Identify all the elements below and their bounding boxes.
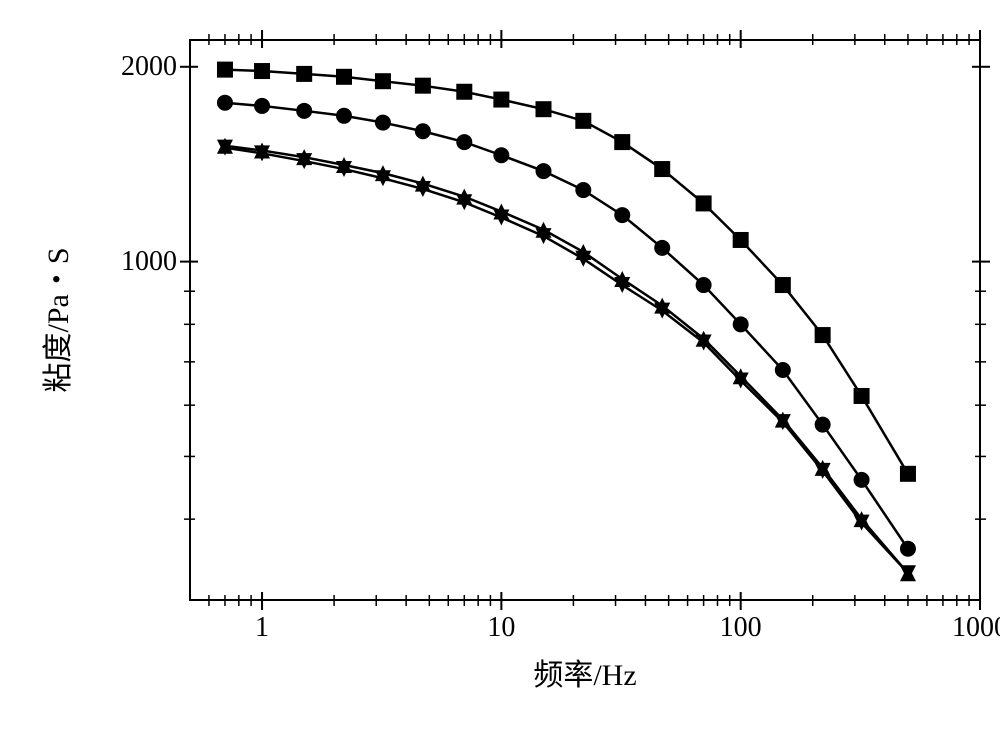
series-invtriangles xyxy=(217,140,916,582)
y-tick-label: 2000 xyxy=(112,51,177,83)
x-axis-label: 频率/Hz xyxy=(533,650,636,694)
viscosity-chart: 粘度/Pa・S 频率/Hz 1 10 100 1000 1000 2000 xyxy=(20,20,1000,723)
y-tick-label: 1000 xyxy=(112,246,177,278)
y-axis-label: 粘度/Pa・S xyxy=(33,247,77,392)
x-tick-label: 10 xyxy=(487,612,515,644)
series-triangles xyxy=(217,138,916,581)
series-squares xyxy=(217,62,916,482)
x-tick-label: 100 xyxy=(720,612,762,644)
x-tick-label: 1 xyxy=(255,612,269,644)
x-tick-label: 1000 xyxy=(952,612,1000,644)
